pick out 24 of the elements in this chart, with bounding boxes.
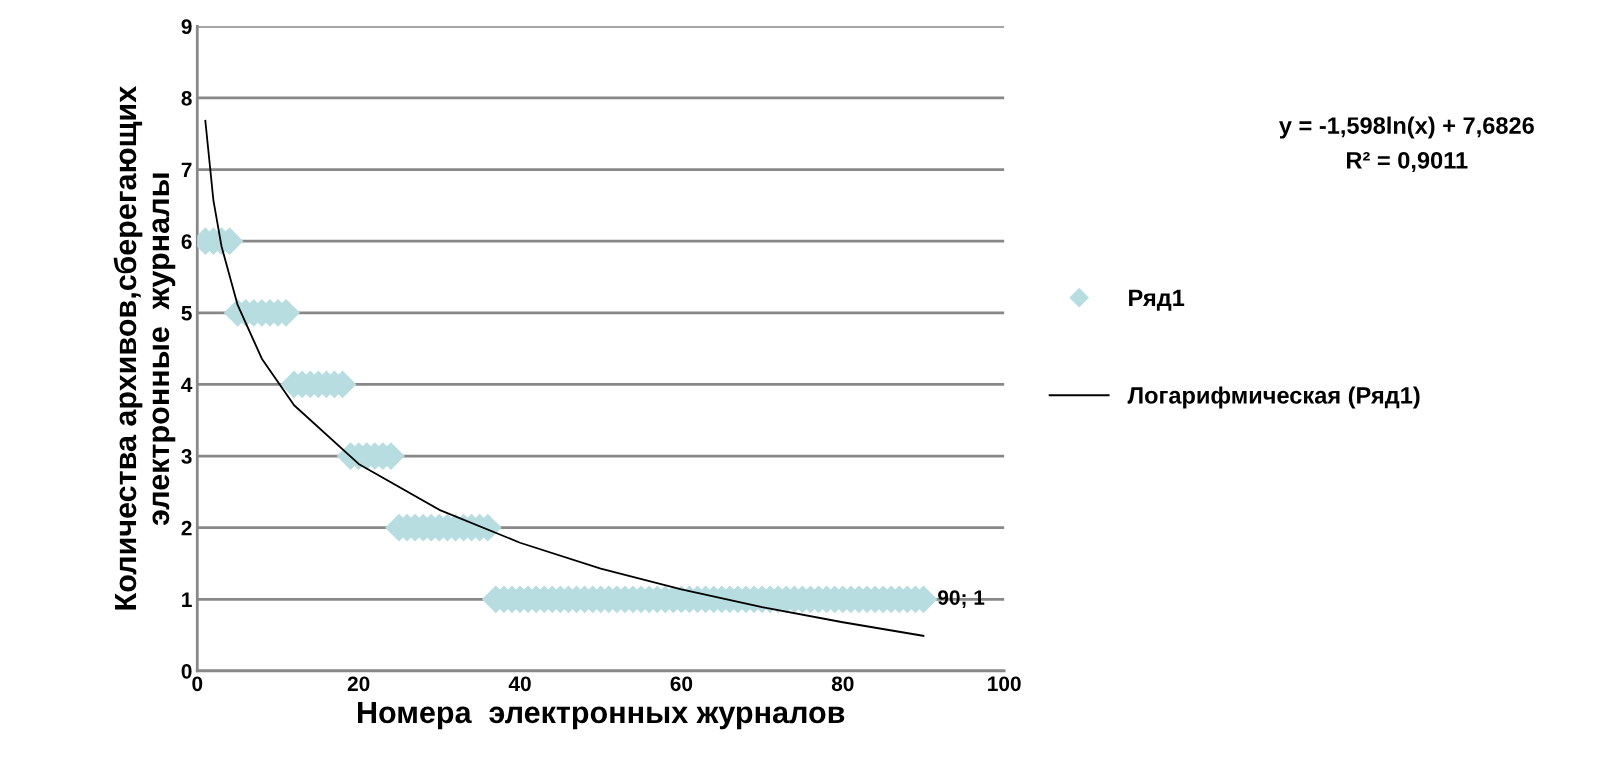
y-tick-label: 9 xyxy=(181,19,192,35)
text: y = -1,598ln(x) + 7,6826 xyxy=(1279,116,1534,139)
text: R² = 0,9011 xyxy=(1347,151,1468,173)
x-tick-label: 0 xyxy=(192,676,203,692)
y-tick-label: 4 xyxy=(181,377,193,392)
legend-label: Ряд1 xyxy=(1129,289,1185,311)
y-tick-label: 5 xyxy=(181,306,192,321)
y-tick-label: 1 xyxy=(182,592,192,607)
x-tick-label: 80 xyxy=(831,676,854,692)
data-label: 90; 1 xyxy=(938,590,985,608)
y-tick-label: 8 xyxy=(181,90,192,106)
legend-label: Логарифмическая (Ряд1) xyxy=(1127,386,1420,409)
x-tick-label: 60 xyxy=(670,676,693,692)
y-tick-label: 0 xyxy=(181,663,192,679)
line-series xyxy=(204,119,925,637)
y-tick-label: 6 xyxy=(181,234,192,249)
y-axis-title: Количества архивов,сберегающих электронные журналы xyxy=(113,86,176,610)
y-tick-label: 2 xyxy=(181,520,192,536)
x-tick-label: 40 xyxy=(508,676,531,692)
y-tick-label: 7 xyxy=(181,162,192,178)
x-tick-label: 20 xyxy=(347,676,370,692)
x-axis-title: Номера электронных журналов xyxy=(358,701,845,730)
y-tick-label: 3 xyxy=(181,449,192,464)
x-tick-label: 100 xyxy=(988,676,1021,692)
